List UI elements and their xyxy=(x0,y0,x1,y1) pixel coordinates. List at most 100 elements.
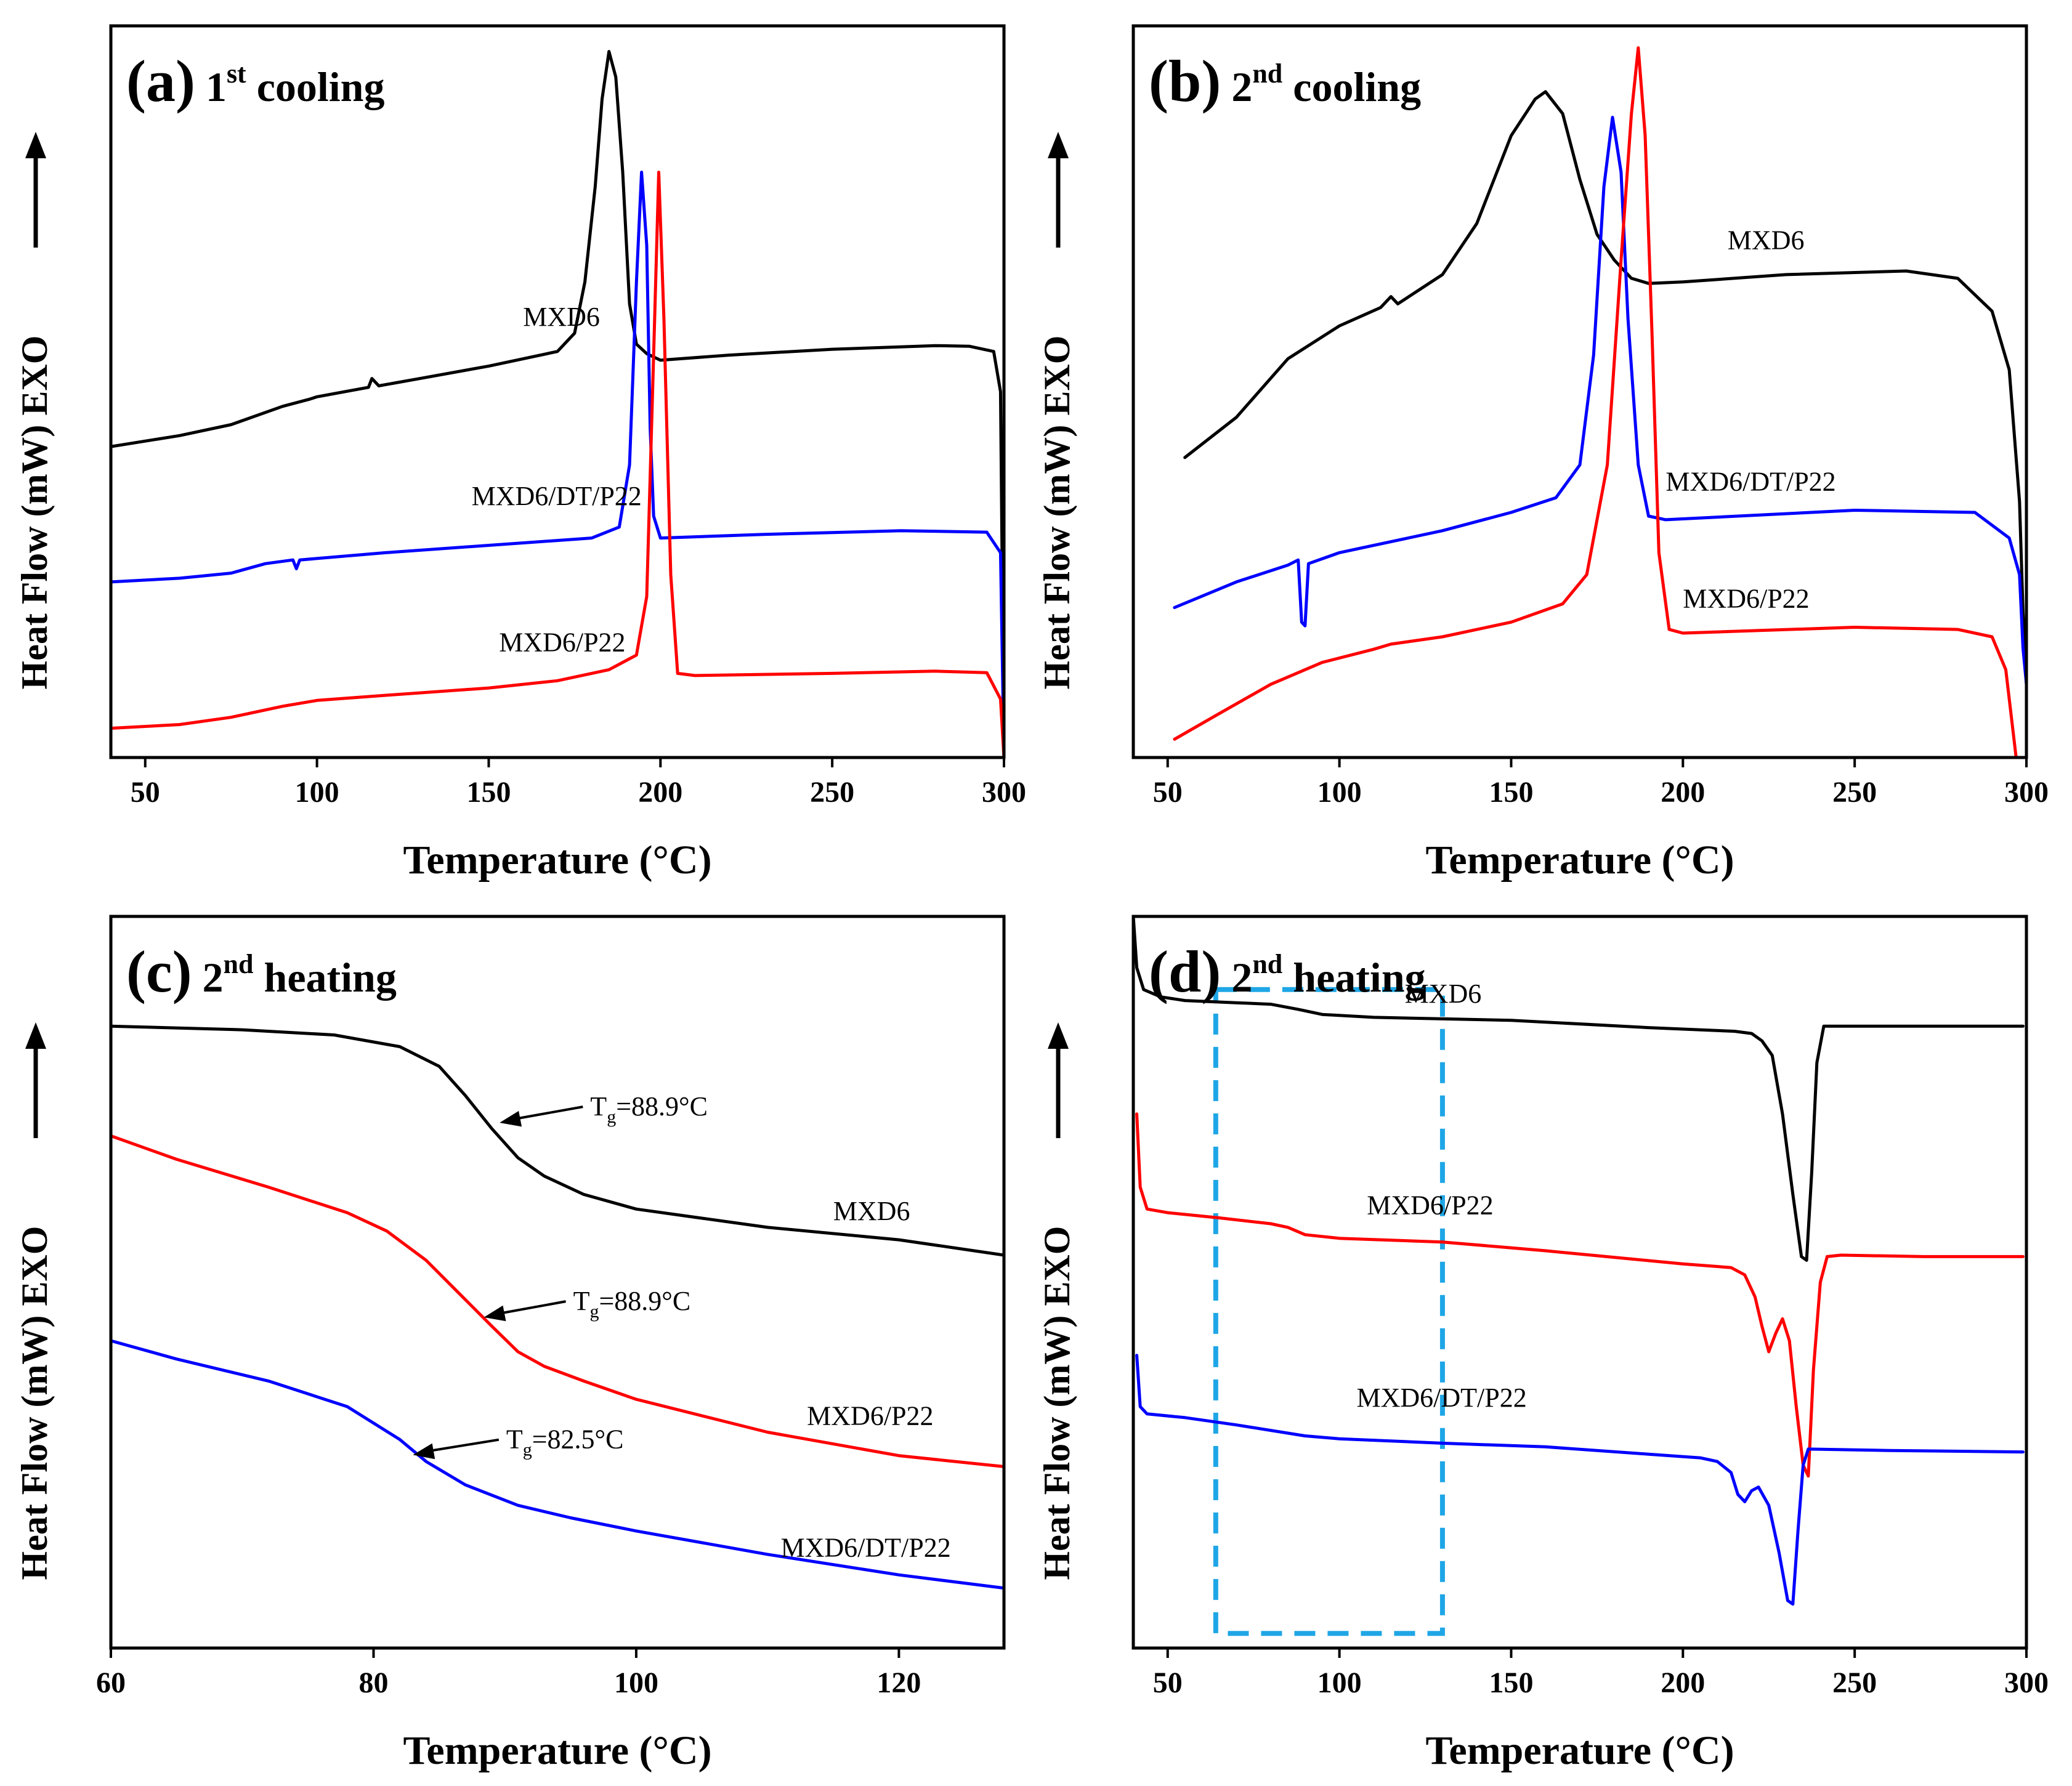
series-line-mxd6-p22 xyxy=(111,171,1004,758)
tg-main: T xyxy=(573,1286,590,1316)
panel-ordinal-suffix: nd xyxy=(1252,949,1282,979)
series-line-mxd6 xyxy=(1133,916,2025,1262)
tg-annotation: Tg=88.9°C xyxy=(573,1286,691,1322)
series-line-mxd6-dt-p22 xyxy=(111,171,1004,758)
panel-ordinal-suffix: st xyxy=(227,59,246,89)
series-line-mxd6-dt-p22 xyxy=(1173,116,2026,686)
panel-ordinal: 2 xyxy=(192,954,224,1001)
tg-main: T xyxy=(506,1424,523,1455)
x-tick-label: 50 xyxy=(1153,776,1183,809)
plot-frame xyxy=(109,915,1006,1650)
plot-frame xyxy=(1131,915,2028,1650)
x-tick-label: 200 xyxy=(638,776,682,809)
series-label: MXD6 xyxy=(523,302,600,332)
tg-value: =88.9°C xyxy=(599,1286,690,1316)
x-tick-label: 150 xyxy=(1489,776,1533,809)
panel-title-word: heating xyxy=(1282,954,1425,1001)
x-axis-title: Temperature (°C) xyxy=(1425,838,1734,883)
panel-title-word: cooling xyxy=(246,63,385,110)
x-axis-title: Temperature (°C) xyxy=(403,1728,711,1773)
tg-main: T xyxy=(590,1091,607,1121)
panel-title: (d) 2nd heating xyxy=(1149,939,1426,1004)
y-axis-arrow-head xyxy=(25,1022,46,1049)
series-label: MXD6/P22 xyxy=(1367,1190,1493,1221)
series-label: MXD6/DT/P22 xyxy=(472,481,642,511)
x-tick-label: 300 xyxy=(982,776,1026,809)
panel-title: (a) 1st cooling xyxy=(126,48,385,114)
panel-ordinal: 1 xyxy=(195,63,227,110)
x-tick-label: 200 xyxy=(1661,776,1705,809)
x-tick-label: 250 xyxy=(1832,1667,1877,1699)
tg-annotation: Tg=82.5°C xyxy=(506,1424,624,1460)
x-tick-label: 100 xyxy=(1317,776,1362,809)
y-axis-title: Heat Flow (mW) EXO xyxy=(1037,336,1077,690)
panel-title: (b) 2nd cooling xyxy=(1149,48,1421,114)
chart-panel-a: 50 100 150 200 250 300 Temperature (°C) Heat Fl… xyxy=(14,24,1026,883)
series-line-mxd6-dt-p22 xyxy=(1135,1354,2025,1606)
x-tick-label: 300 xyxy=(2004,1667,2049,1699)
annotation-arrow-shaft xyxy=(514,1105,583,1120)
annotation-arrow-head xyxy=(484,1305,506,1322)
series-label: MXD6/DT/P22 xyxy=(781,1533,951,1563)
x-tick-label: 60 xyxy=(96,1667,126,1699)
y-axis-arrow-head xyxy=(25,132,46,158)
plot-frame xyxy=(1131,24,2028,759)
annotation-arrow-shaft xyxy=(427,1438,500,1453)
annotation-arrow-head xyxy=(413,1443,435,1460)
chart-panel-b: 50 100 150 200 250 300 Temperature (°C) Heat Fl… xyxy=(1037,24,2049,883)
y-axis-arrow-head xyxy=(1048,1022,1069,1049)
panel-letter: (c) xyxy=(126,939,192,1004)
chart-panel-c: 60 80 100 120 Temperature (°C) Heat Flow (mW)… xyxy=(14,915,1006,1773)
tg-subscript: g xyxy=(523,1440,532,1460)
panel-ordinal-suffix: nd xyxy=(1252,59,1282,89)
annotation-arrow-head xyxy=(500,1110,522,1127)
series-line-mxd6-p22 xyxy=(1135,1112,2025,1478)
x-tick-label: 50 xyxy=(1153,1667,1183,1699)
series-group xyxy=(111,50,1004,758)
series-group xyxy=(1133,916,2025,1606)
panel-letter: (d) xyxy=(1149,939,1221,1004)
y-axis-title: Heat Flow (mW) EXO xyxy=(14,336,55,690)
series-label: MXD6 xyxy=(833,1196,910,1226)
series-label: MXD6/DT/P22 xyxy=(1665,466,1835,496)
series-line-mxd6-p22 xyxy=(1173,46,2018,758)
x-axis-title: Temperature (°C) xyxy=(403,838,711,883)
y-axis-arrow-head xyxy=(1048,132,1069,158)
x-tick-label: 250 xyxy=(1832,776,1877,809)
tg-annotation: Tg=88.9°C xyxy=(590,1091,708,1127)
x-tick-label: 150 xyxy=(1489,1667,1533,1699)
x-axis-title: Temperature (°C) xyxy=(1425,1728,1734,1773)
series-line-mxd6 xyxy=(111,1024,1004,1257)
tg-subscript: g xyxy=(589,1301,599,1322)
x-tick-label: 50 xyxy=(131,776,160,809)
series-label: MXD6/DT/P22 xyxy=(1357,1383,1527,1413)
panel-letter: (b) xyxy=(1149,48,1221,114)
panel-letter: (a) xyxy=(126,48,195,114)
series-label: MXD6/P22 xyxy=(499,628,625,658)
x-tick-label: 300 xyxy=(2004,776,2049,809)
series-label: MXD6 xyxy=(1728,225,1805,255)
x-tick-label: 150 xyxy=(466,776,511,809)
highlight-box xyxy=(1213,987,1445,1636)
series-label: MXD6/P22 xyxy=(1683,583,1809,613)
series-group xyxy=(111,1024,1004,1590)
series-group xyxy=(1173,46,2026,758)
panel-title-word: cooling xyxy=(1282,63,1421,110)
panel-title-word: heating xyxy=(254,954,397,1001)
panel-ordinal-suffix: nd xyxy=(224,949,254,979)
chart-panel-d: 50 100 150 200 250 300 Temperature (°C) Heat Fl… xyxy=(1037,915,2049,1773)
series-line-mxd6 xyxy=(111,50,1004,758)
series-line-mxd6-p22 xyxy=(111,1134,1004,1468)
series-line-mxd6 xyxy=(1183,90,2026,686)
x-tick-label: 80 xyxy=(358,1667,388,1699)
panel-title: (c) 2nd heating xyxy=(126,939,397,1004)
series-line-mxd6-dt-p22 xyxy=(111,1339,1004,1590)
x-tick-label: 100 xyxy=(1317,1667,1362,1699)
series-label: MXD6 xyxy=(1405,979,1482,1009)
tg-subscript: g xyxy=(607,1107,616,1127)
x-tick-label: 250 xyxy=(810,776,854,809)
x-tick-label: 100 xyxy=(614,1667,658,1699)
plot-frame xyxy=(109,24,1006,759)
x-tick-label: 120 xyxy=(876,1667,921,1699)
